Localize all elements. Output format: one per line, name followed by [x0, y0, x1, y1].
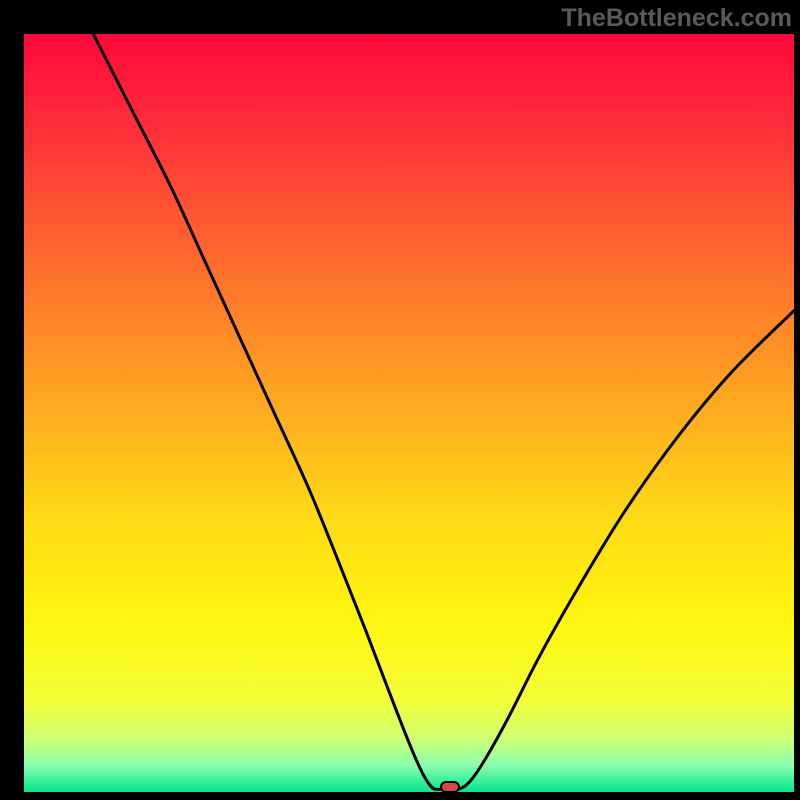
bottleneck-curve — [24, 34, 794, 792]
plot-area — [24, 34, 794, 792]
watermark-text: TheBottleneck.com — [561, 4, 792, 33]
optimal-point-marker — [440, 781, 460, 793]
